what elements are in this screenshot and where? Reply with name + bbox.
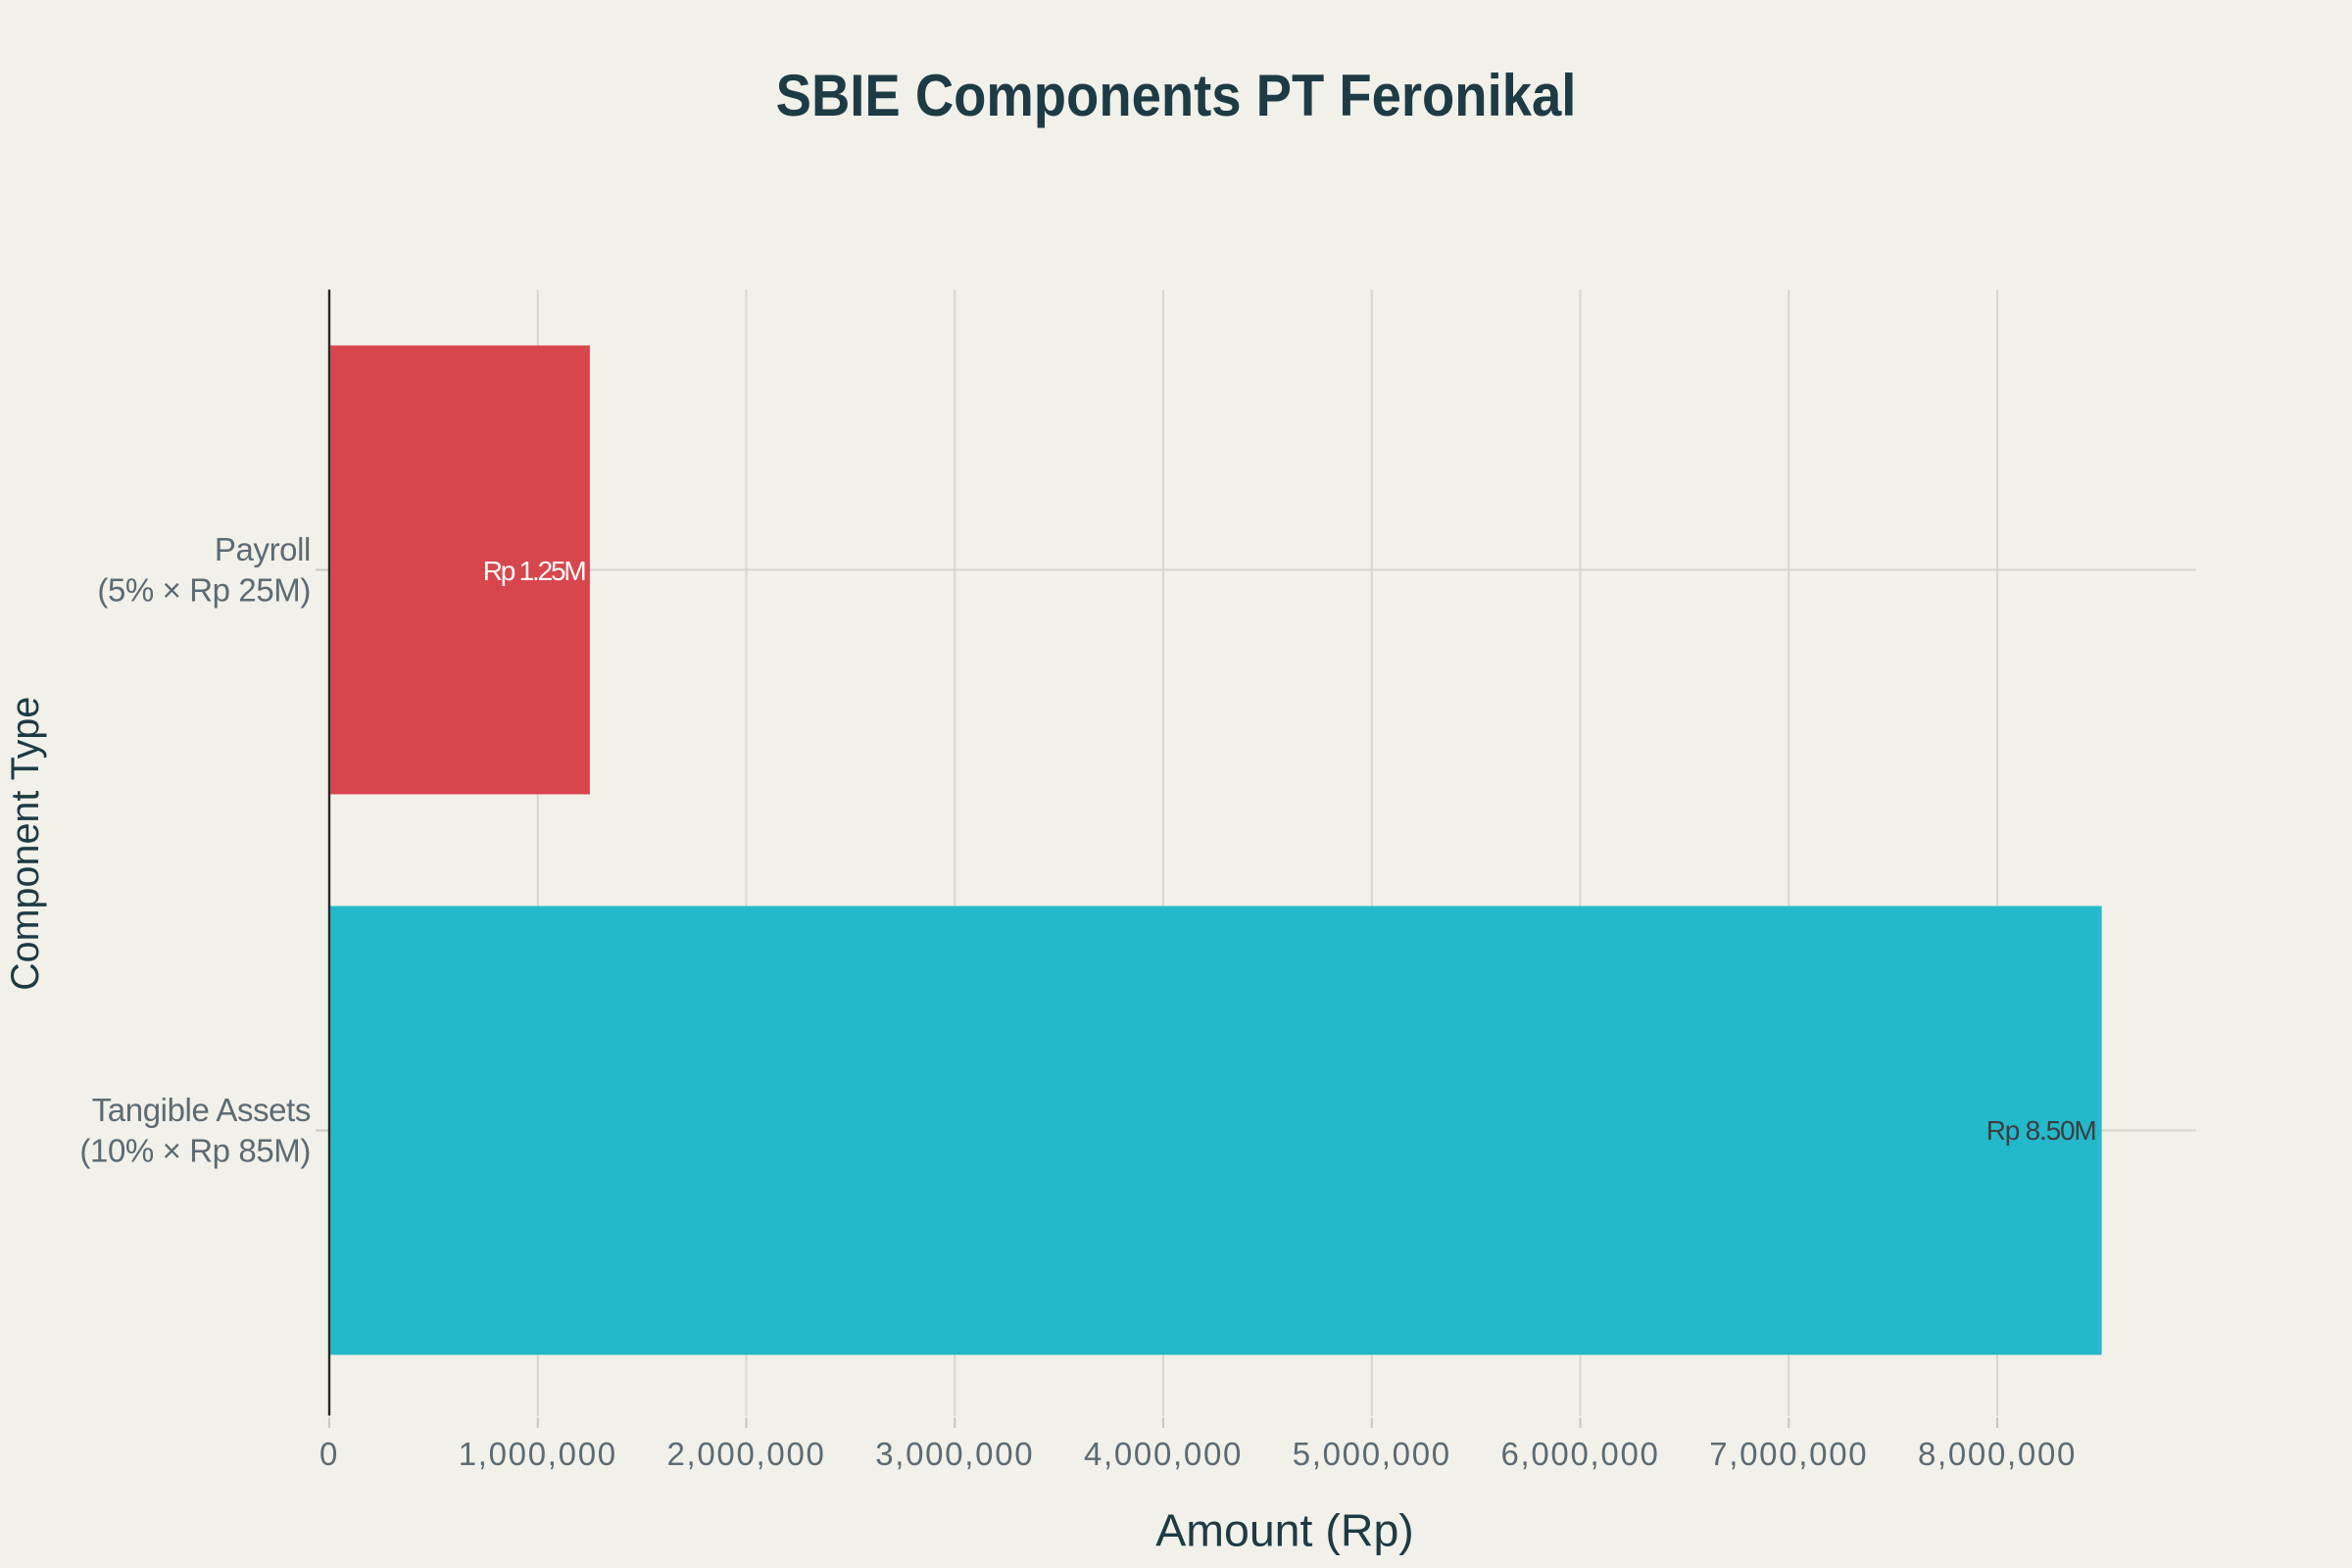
svg-text:2,000,000: 2,000,000 [666,1436,825,1472]
svg-text:3,000,000: 3,000,000 [875,1436,1034,1472]
svg-text:8,000,000: 8,000,000 [1918,1436,2077,1472]
svg-text:Payroll: Payroll [215,531,311,567]
svg-text:Rp 1.25M: Rp 1.25M [483,556,586,586]
svg-text:Rp 8.50M: Rp 8.50M [1986,1115,2096,1146]
svg-text:1,000,000: 1,000,000 [459,1436,617,1472]
svg-text:6,000,000: 6,000,000 [1500,1436,1659,1472]
svg-text:(5% × Rp 25M): (5% × Rp 25M) [97,571,311,608]
svg-text:5,000,000: 5,000,000 [1293,1436,1451,1472]
svg-text:0: 0 [319,1436,339,1472]
svg-text:Component Type: Component Type [4,697,47,991]
svg-text:Tangible Assets: Tangible Assets [92,1092,311,1128]
svg-text:7,000,000: 7,000,000 [1709,1436,1868,1472]
svg-text:SBIE Components PT Feronikal: SBIE Components PT Feronikal [776,63,1577,128]
svg-text:(10% × Rp 85M): (10% × Rp 85M) [79,1132,311,1168]
svg-text:4,000,000: 4,000,000 [1084,1436,1243,1472]
svg-text:Amount (Rp): Amount (Rp) [1155,1505,1414,1556]
